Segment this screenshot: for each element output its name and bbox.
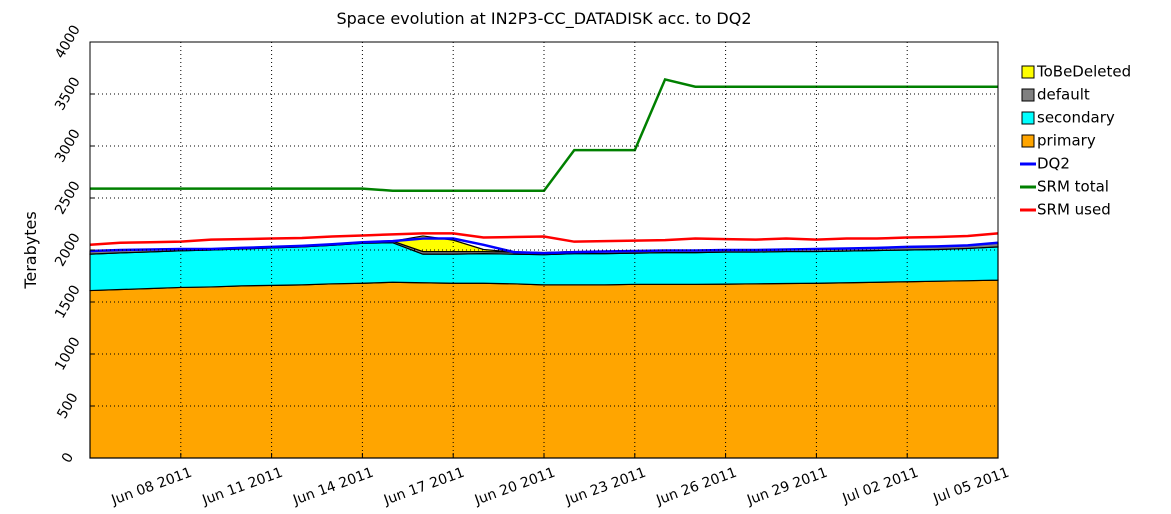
legend-swatch	[1021, 111, 1035, 125]
y-tick-label: 500	[54, 390, 81, 421]
x-tick-label: Jun 26 2011	[653, 465, 739, 509]
x-tick-label: Jun 11 2011	[199, 465, 285, 509]
y-tick-label: 1000	[52, 335, 84, 374]
legend-label: default	[1037, 86, 1090, 104]
y-tick-label: 1500	[52, 283, 84, 322]
legend-label: ToBeDeleted	[1036, 63, 1131, 81]
line	[89, 237, 999, 255]
y-tick-label: 4000	[52, 23, 84, 62]
y-axis-label: Terabytes	[21, 211, 40, 289]
x-tick-label: Jun 29 2011	[744, 465, 830, 509]
legend-label: SRM total	[1037, 178, 1109, 196]
x-tick-label: Jun 08 2011	[109, 465, 195, 509]
plot-area	[89, 77, 999, 459]
legend-label: SRM used	[1037, 201, 1111, 219]
y-tick-label: 3500	[52, 75, 84, 114]
chart-title: Space evolution at IN2P3-CC_DATADISK acc…	[336, 9, 751, 29]
y-tick-label: 3000	[52, 127, 84, 166]
legend-label: DQ2	[1037, 155, 1070, 173]
plot-frame	[89, 41, 999, 459]
legend-swatch	[1021, 88, 1035, 102]
x-tick-label: Jul 05 2011	[930, 465, 1011, 507]
x-tick-label: Jun 23 2011	[563, 465, 649, 509]
y-tick-label: 2000	[52, 231, 84, 270]
x-tick-label: Jun 20 2011	[472, 465, 558, 509]
line	[89, 232, 999, 247]
legend-label: secondary	[1037, 109, 1115, 127]
x-tick-label: Jun 17 2011	[381, 465, 467, 509]
x-tick-label: Jul 02 2011	[840, 465, 921, 507]
x-tick-label: Jun 14 2011	[290, 465, 376, 509]
legend-label: primary	[1037, 132, 1096, 150]
legend-swatch	[1021, 134, 1035, 148]
legend-swatch	[1021, 65, 1035, 79]
y-tick-label: 2500	[52, 179, 84, 218]
y-tick-label: 0	[59, 450, 77, 466]
